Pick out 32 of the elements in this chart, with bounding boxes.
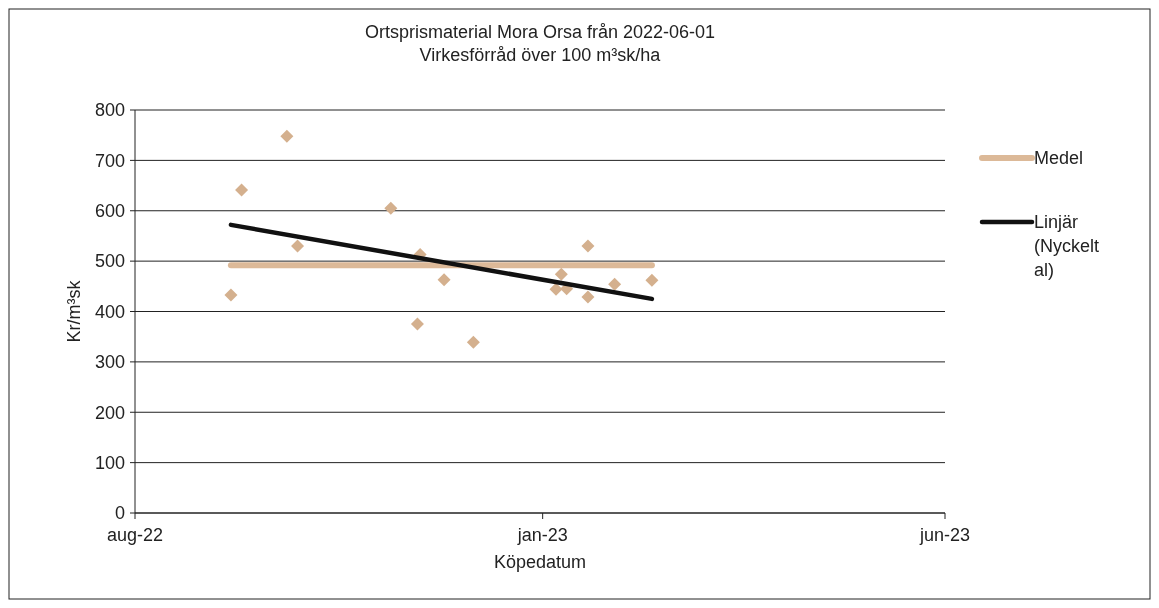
y-tick-label: 500: [94, 251, 125, 272]
x-tick-label: aug-22: [106, 525, 164, 545]
y-tick-label: 700: [94, 150, 125, 171]
point: [645, 273, 659, 287]
point: [291, 239, 305, 253]
point: [437, 273, 451, 287]
y-tick-label: 200: [94, 402, 125, 423]
point: [581, 239, 595, 253]
y-tick-label: 400: [94, 301, 125, 322]
x-tick-label: jan-23: [516, 525, 568, 545]
point: [224, 288, 238, 302]
point: [608, 277, 622, 291]
y-tick-label: 600: [94, 201, 125, 222]
y-tick-label: 300: [94, 352, 125, 373]
point: [466, 335, 480, 349]
point: [280, 129, 294, 143]
y-tick-label: 800: [94, 100, 125, 121]
legend-label: Medel: [1034, 148, 1084, 169]
x-tick-label: jun-23: [918, 525, 971, 545]
y-tick-label: 100: [94, 452, 125, 473]
y-axis-title: Kr/m³sk: [64, 279, 84, 343]
point: [410, 317, 424, 331]
point: [235, 183, 249, 197]
y-tick-label: 0: [114, 503, 125, 524]
point: [581, 290, 595, 304]
point: [384, 201, 398, 215]
point: [549, 282, 563, 296]
chart-subtitle: Virkesförråd över 100 m³sk/ha: [419, 45, 662, 65]
legend-label: Linjär (Nyckeltal): [1034, 212, 1100, 281]
x-axis-title: Köpedatum: [493, 552, 587, 572]
point: [554, 267, 568, 281]
chart-title: Ortsprismaterial Mora Orsa från 2022-06-01: [364, 22, 716, 42]
